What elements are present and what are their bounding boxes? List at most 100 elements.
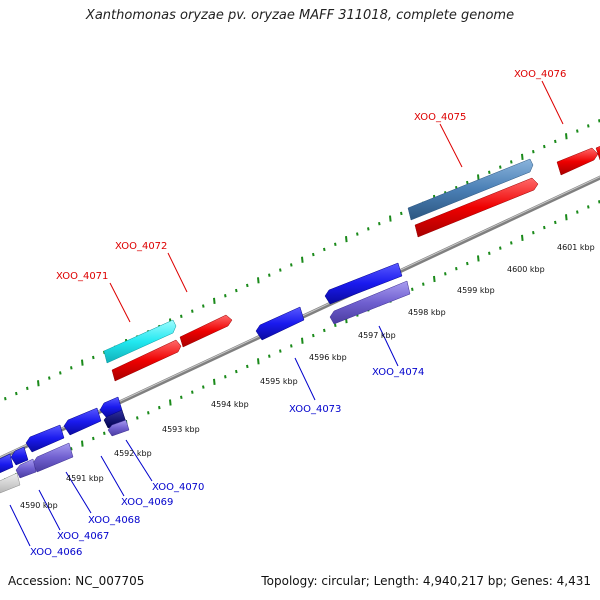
gene-label-xoo-4074[interactable]: XOO_4074 (372, 367, 424, 378)
scale-tick (499, 246, 502, 250)
scale-tick (257, 277, 260, 284)
scale-tick (576, 129, 579, 133)
callout-xoo-4067 (38, 489, 61, 531)
kbp-label: 4596 kbp (309, 353, 347, 362)
gene-label-xoo-4066[interactable]: XOO_4066 (30, 547, 82, 558)
kbp-label: 4597 kbp (358, 331, 396, 340)
scale-tick (59, 371, 62, 375)
gene-xoo-4074-upper[interactable] (324, 262, 403, 305)
scale-tick (235, 288, 238, 293)
callout-xoo-4072 (167, 252, 188, 293)
gene-label-xoo-4070[interactable]: XOO_4070 (152, 482, 204, 493)
gene-xoo-4071[interactable] (103, 319, 177, 364)
scale-tick (444, 272, 447, 276)
scale-tick (532, 230, 535, 235)
gene-label-xoo-4068[interactable]: XOO_4068 (88, 515, 140, 526)
gene-label-xoo-4071[interactable]: XOO_4071 (56, 271, 108, 282)
gene-label-xoo-4073[interactable]: XOO_4073 (289, 404, 341, 415)
gene-xoo-4076[interactable] (556, 147, 599, 176)
scale-tick (576, 210, 579, 214)
callout-xoo-4071 (109, 282, 131, 323)
scale-tick (356, 232, 359, 236)
scale-tick (521, 153, 524, 160)
scale-tick (521, 234, 524, 241)
scale-tick (202, 304, 205, 308)
scale-tick (37, 380, 40, 387)
gene-xoo-4071-lower[interactable] (111, 339, 182, 382)
scale-tick (81, 359, 84, 366)
kbp-label: 4591 kbp (66, 474, 104, 483)
scale-tick (235, 369, 238, 374)
scale-tick (213, 378, 216, 386)
scale-tick (147, 411, 150, 415)
gene-xoo-4068[interactable] (63, 407, 102, 436)
gene-label-xoo-4076[interactable]: XOO_4076 (514, 69, 566, 80)
gene-label-xoo-4069[interactable]: XOO_4069 (121, 497, 173, 508)
scale-tick (554, 139, 557, 144)
scale-tick (81, 440, 84, 447)
scale-tick (103, 431, 106, 436)
scale-tick (312, 333, 315, 338)
scale-tick (15, 391, 18, 396)
callout-xoo-4075 (439, 123, 463, 168)
gene-xoo-4066-lower[interactable] (15, 458, 37, 479)
scale-tick (301, 337, 304, 344)
callout-xoo-4076 (541, 80, 564, 125)
scale-tick (334, 242, 337, 247)
scale-tick (323, 247, 326, 252)
scale-tick (389, 215, 392, 222)
scale-tick (92, 355, 95, 360)
gene-xoo-4065-lower[interactable] (0, 472, 21, 495)
scale-tick (367, 227, 370, 231)
gene-xoo-4067-lower[interactable] (32, 442, 74, 473)
callout-xoo-4074 (378, 325, 399, 367)
scale-tick (532, 149, 535, 154)
scale-tick (70, 447, 73, 451)
gene-label-xoo-4075[interactable]: XOO_4075 (414, 112, 466, 123)
gene-xoo-4075[interactable] (407, 158, 534, 221)
scale-tick (169, 399, 172, 406)
scale-tick (433, 275, 436, 283)
scale-tick (455, 267, 458, 271)
scale-tick (290, 344, 293, 348)
scale-tick (400, 211, 403, 216)
scale-tick (488, 251, 491, 255)
scale-tick (136, 416, 139, 420)
kbp-label: 4595 kbp (260, 377, 298, 386)
gene-xoo-4065[interactable] (0, 453, 14, 475)
gene-xoo-4075-lower[interactable] (414, 177, 539, 238)
gene-xoo-4067[interactable] (25, 424, 65, 453)
gene-xoo-4073[interactable] (255, 306, 305, 341)
scale-tick (422, 282, 425, 286)
kbp-label: 4593 kbp (162, 425, 200, 434)
kbp-label: 4594 kbp (211, 400, 249, 409)
map-title: Xanthomonas oryzae pv. oryzae MAFF 31101… (85, 8, 515, 23)
scale-tick (543, 225, 546, 230)
gene-xoo-4076-next[interactable] (595, 142, 600, 161)
scale-tick (477, 255, 480, 262)
scale-tick (510, 241, 513, 245)
scale-tick (565, 214, 568, 221)
scale-tick (554, 220, 557, 225)
scale-tick (191, 309, 194, 313)
accession-text: Accession: NC_007705 (8, 574, 145, 588)
gene-xoo-4072[interactable] (179, 314, 233, 348)
scale-tick (543, 144, 546, 149)
scale-tick (565, 133, 568, 140)
scale-tick (345, 236, 348, 243)
scale-tick (312, 252, 315, 257)
gene-xoo-4070-lower[interactable] (107, 419, 130, 437)
scale-tick (587, 124, 590, 128)
gene-label-xoo-4072[interactable]: XOO_4072 (115, 241, 167, 252)
gene-xoo-4074[interactable] (329, 280, 411, 325)
scale-tick (224, 294, 227, 298)
gene-label-xoo-4067[interactable]: XOO_4067 (57, 531, 109, 542)
scale-tick (180, 395, 183, 400)
gene-xoo-4069[interactable] (99, 396, 123, 418)
scale-tick (279, 349, 282, 353)
scale-tick (290, 263, 293, 267)
gene-xoo-4066[interactable] (10, 446, 29, 466)
scale-tick (246, 283, 249, 288)
